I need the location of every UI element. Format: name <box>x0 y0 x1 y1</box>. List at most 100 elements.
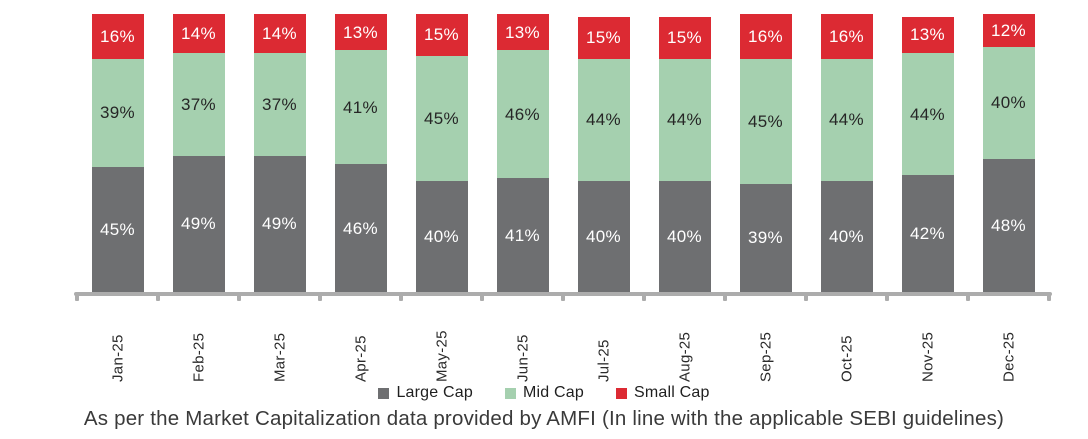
bar-segment-mid-cap: 46% <box>496 50 549 179</box>
legend: Large Cap Mid Cap Small Cap <box>0 384 1088 402</box>
x-axis-label-oct-25: Oct-25 <box>838 335 855 382</box>
bar-segment-small-cap: 15% <box>577 16 630 59</box>
x-axis-label-dec-25: Dec-25 <box>1000 331 1017 382</box>
bar-column-jun-25: 13% 46% 41% <box>496 14 549 292</box>
segment-value-label: 13% <box>910 25 945 45</box>
bar-segment-small-cap: 16% <box>739 14 792 59</box>
bar-segment-small-cap: 15% <box>415 14 468 56</box>
legend-item-mid-cap: Mid Cap <box>504 384 584 402</box>
segment-value-label: 45% <box>100 219 135 239</box>
segment-value-label: 45% <box>424 108 459 128</box>
x-axis-label-feb-25: Feb-25 <box>190 332 207 382</box>
bar-segment-large-cap: 40% <box>415 180 468 292</box>
bar-segment-mid-cap: 44% <box>901 52 954 176</box>
bar-segment-mid-cap: 45% <box>415 55 468 181</box>
segment-value-label: 15% <box>586 28 621 48</box>
segment-value-label: 40% <box>829 226 864 246</box>
bar-segment-mid-cap: 39% <box>91 58 144 167</box>
segment-value-label: 13% <box>343 22 378 42</box>
segment-value-label: 40% <box>424 226 459 246</box>
bar-segment-mid-cap: 44% <box>577 58 630 181</box>
bar-segment-small-cap: 16% <box>91 14 144 59</box>
axis-tick <box>237 293 241 301</box>
bar-segment-large-cap: 49% <box>172 155 225 292</box>
segment-value-label: 16% <box>100 26 135 46</box>
axis-tick <box>966 293 970 301</box>
axis-tick <box>804 293 808 301</box>
segment-value-label: 13% <box>505 22 540 42</box>
segment-value-label: 37% <box>262 94 297 114</box>
bar-segment-small-cap: 13% <box>496 14 549 51</box>
bar-column-aug-25: 15% 44% 40% <box>658 16 711 292</box>
legend-label: Small Cap <box>633 384 710 401</box>
legend-item-large-cap: Large Cap <box>378 384 473 402</box>
axis-tick <box>75 293 79 301</box>
bar-segment-mid-cap: 37% <box>253 52 306 156</box>
segment-value-label: 44% <box>586 110 621 130</box>
axis-tick <box>318 293 322 301</box>
axis-tick <box>885 293 889 301</box>
x-axis-label-jul-25: Jul-25 <box>595 339 612 382</box>
axis-tick <box>399 293 403 301</box>
bar-segment-mid-cap: 37% <box>172 52 225 156</box>
bar-column-dec-25: 12% 40% 48% <box>982 14 1035 292</box>
bar-segment-large-cap: 48% <box>982 158 1035 292</box>
bar-segment-mid-cap: 44% <box>820 58 873 181</box>
bar-segment-mid-cap: 45% <box>739 58 792 184</box>
x-axis-label-apr-25: Apr-25 <box>352 335 369 382</box>
segment-value-label: 49% <box>181 214 216 234</box>
legend-item-small-cap: Small Cap <box>615 384 710 402</box>
segment-value-label: 49% <box>262 214 297 234</box>
bar-segment-mid-cap: 40% <box>982 47 1035 159</box>
chart-caption: As per the Market Capitalization data pr… <box>83 407 1005 430</box>
bar-segment-small-cap: 15% <box>658 16 711 59</box>
segment-value-label: 40% <box>667 226 702 246</box>
axis-tick <box>561 293 565 301</box>
segment-value-label: 16% <box>829 26 864 46</box>
segment-value-label: 45% <box>748 111 783 131</box>
legend-swatch-mid-cap <box>504 387 516 399</box>
segment-value-label: 44% <box>829 110 864 130</box>
x-axis-label-may-25: May-25 <box>433 330 450 382</box>
bar-segment-mid-cap: 41% <box>334 50 387 165</box>
bar-segment-large-cap: 49% <box>253 155 306 292</box>
bar-column-apr-25: 13% 41% 46% <box>334 14 387 292</box>
segment-value-label: 40% <box>586 226 621 246</box>
bar-segment-large-cap: 40% <box>658 180 711 292</box>
bar-segment-large-cap: 41% <box>496 178 549 292</box>
axis-tick <box>1047 293 1051 301</box>
segment-value-label: 16% <box>748 26 783 46</box>
x-axis-label-sep-25: Sep-25 <box>757 331 774 382</box>
bar-segment-large-cap: 40% <box>577 180 630 292</box>
bar-column-mar-25: 14% 37% 49% <box>253 14 306 292</box>
bar-segment-large-cap: 39% <box>739 183 792 292</box>
legend-swatch-large-cap <box>378 387 390 399</box>
segment-value-label: 12% <box>991 21 1026 41</box>
segment-value-label: 15% <box>424 25 459 45</box>
segment-value-label: 39% <box>100 103 135 123</box>
axis-tick <box>480 293 484 301</box>
segment-value-label: 46% <box>505 104 540 124</box>
x-axis-label-jun-25: Jun-25 <box>514 334 531 382</box>
plot-area: 16% 39% 45% 14% 37% 49% 14% 37% 49% 13% 41% 46% 15% 4… <box>77 0 1049 292</box>
x-axis-label-aug-25: Aug-25 <box>676 331 693 382</box>
segment-value-label: 41% <box>343 97 378 117</box>
axis-tick <box>156 293 160 301</box>
bar-segment-small-cap: 12% <box>982 14 1035 48</box>
bar-segment-small-cap: 16% <box>820 14 873 59</box>
segment-value-label: 48% <box>991 215 1026 235</box>
segment-value-label: 14% <box>181 23 216 43</box>
x-axis-label-jan-25: Jan-25 <box>109 334 126 382</box>
segment-value-label: 37% <box>181 94 216 114</box>
segment-value-label: 15% <box>667 28 702 48</box>
segment-value-label: 44% <box>667 110 702 130</box>
x-axis-label-nov-25: Nov-25 <box>919 331 936 382</box>
bar-column-may-25: 15% 45% 40% <box>415 14 468 292</box>
bar-column-oct-25: 16% 44% 40% <box>820 14 873 292</box>
segment-value-label: 14% <box>262 23 297 43</box>
bar-segment-small-cap: 14% <box>253 14 306 53</box>
bar-segment-small-cap: 13% <box>901 16 954 53</box>
bar-segment-large-cap: 45% <box>91 166 144 292</box>
axis-tick <box>642 293 646 301</box>
